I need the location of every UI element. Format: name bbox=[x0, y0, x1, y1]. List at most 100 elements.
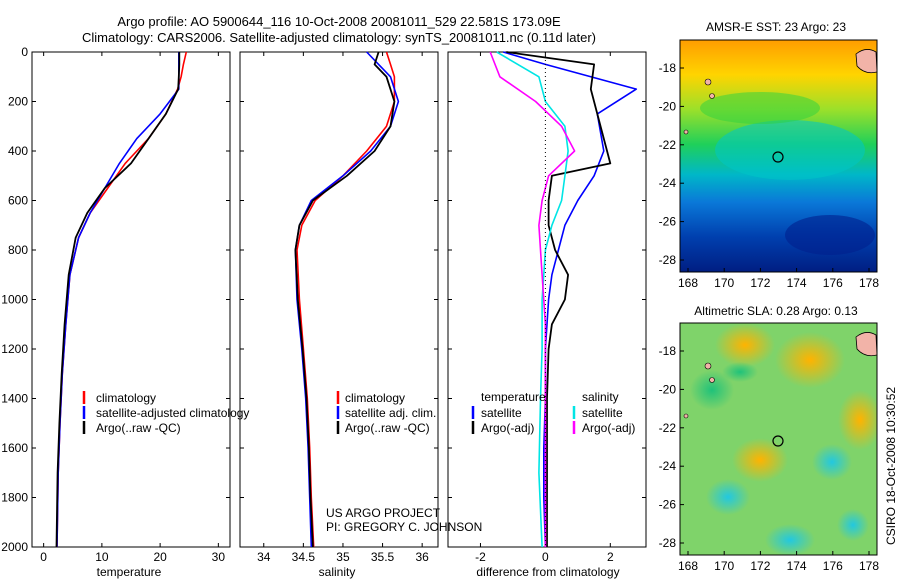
sst-map-title: AMSR-E SST: 23 Argo: 23 bbox=[706, 20, 846, 34]
legend-label-temp-argo: Argo(-adj) bbox=[481, 421, 534, 435]
map-x-tick-label: 168 bbox=[678, 276, 698, 290]
project-annotation-line2: PI: GREGORY C. JOHNSON bbox=[326, 520, 482, 534]
profile-line-satellite-adjusted-climatology bbox=[56, 52, 180, 548]
legend-header-bg bbox=[470, 388, 536, 402]
profile-line-temperature-argo-adj- bbox=[506, 51, 612, 547]
y-tick-label: 200 bbox=[8, 95, 28, 109]
map-y-tick-label: -22 bbox=[659, 421, 677, 435]
y-tick-label: 1400 bbox=[1, 392, 28, 406]
island-shape bbox=[683, 129, 689, 135]
y-tick-label: 800 bbox=[8, 243, 28, 257]
sst-deep-band bbox=[785, 215, 875, 255]
map-x-tick-label: 178 bbox=[859, 276, 879, 290]
legend-label-climatology: climatology bbox=[345, 391, 405, 405]
project-annotation-line1: US ARGO PROJECT bbox=[326, 506, 441, 520]
island-shape bbox=[855, 332, 877, 357]
x-tick-label: 0 bbox=[542, 550, 549, 564]
difference-legend: temperature salinity satellite Argo(-adj… bbox=[470, 388, 635, 435]
map-y-tick-label: -20 bbox=[659, 99, 677, 113]
legend-header-salinity: salinity bbox=[582, 390, 619, 404]
y-tick-label: 1600 bbox=[1, 441, 28, 455]
island-shape bbox=[709, 93, 715, 99]
sla-low-blob bbox=[765, 524, 815, 555]
y-tick-label: 2000 bbox=[1, 540, 28, 554]
map-y-tick-label: -24 bbox=[659, 459, 677, 473]
x-tick-label: 10 bbox=[95, 550, 109, 564]
y-tick-label: 400 bbox=[8, 144, 28, 158]
x-tick-label: 30 bbox=[212, 550, 226, 564]
profile-line-salinity-argo-adj- bbox=[489, 51, 576, 547]
island-shape bbox=[704, 362, 712, 370]
argo-position-marker bbox=[772, 435, 784, 447]
map-x-tick-label: 168 bbox=[678, 559, 698, 573]
sla-high-blob bbox=[732, 438, 788, 482]
difference-xlabel: difference from climatology bbox=[476, 565, 619, 579]
map-y-tick-label: -24 bbox=[659, 176, 677, 190]
y-tick-label: 600 bbox=[8, 194, 28, 208]
profile-line-argo-raw-qc- bbox=[294, 51, 396, 548]
island-shape bbox=[855, 49, 877, 74]
sla-map-field bbox=[680, 323, 877, 555]
y-tick-label: 0 bbox=[21, 45, 28, 59]
map-x-tick-label: 174 bbox=[787, 276, 807, 290]
salinity-xlabel: salinity bbox=[319, 565, 356, 579]
salinity-panel-frame bbox=[239, 51, 439, 548]
salinity-legend: climatology satellite adj. clim. Argo(..… bbox=[336, 391, 436, 435]
sla-map-frame bbox=[679, 322, 878, 556]
temperature-legend: climatology satellite-adjusted climatolo… bbox=[82, 391, 249, 435]
map-y-tick-label: -22 bbox=[659, 138, 677, 152]
profile-lines-layer bbox=[55, 51, 638, 548]
map-x-tick-label: 174 bbox=[787, 559, 807, 573]
legend-label-sal-satellite: satellite bbox=[582, 406, 623, 420]
profile-line-climatology bbox=[56, 51, 188, 548]
profile-line-argo-raw-qc- bbox=[55, 52, 181, 548]
sst-map-frame bbox=[679, 39, 878, 273]
y-tick-label: 1200 bbox=[1, 342, 28, 356]
temperature-xlabel: temperature bbox=[97, 565, 162, 579]
sla-high-blob bbox=[715, 323, 775, 367]
x-tick-label: 34 bbox=[257, 550, 271, 564]
profile-line-climatology bbox=[296, 51, 396, 548]
x-tick-label: 35 bbox=[336, 550, 350, 564]
legend-label-satellite: satellite-adjusted climatology bbox=[96, 406, 249, 420]
map-y-tick-label: -28 bbox=[659, 253, 677, 267]
figure-title-line1: Argo profile: AO 5900644_116 10-Oct-2008… bbox=[117, 14, 561, 29]
map-x-tick-label: 170 bbox=[714, 559, 734, 573]
map-y-tick-label: -18 bbox=[659, 61, 677, 75]
map-y-tick-label: -28 bbox=[659, 536, 677, 550]
argo-position-marker bbox=[772, 151, 784, 163]
map-y-tick-label: -26 bbox=[659, 498, 677, 512]
map-y-tick-label: -26 bbox=[659, 215, 677, 229]
axis-ticks-layer: 0 10 20 30 0 200 400 600 800 1000 1200 1400 1600 1800… bbox=[1, 45, 646, 564]
x-tick-label: 36 bbox=[415, 550, 429, 564]
x-tick-label: 20 bbox=[153, 550, 167, 564]
island-shape bbox=[704, 78, 712, 86]
legend-label-argo: Argo(..raw -QC) bbox=[96, 421, 181, 435]
legend-label-argo: Argo(..raw -QC) bbox=[345, 421, 430, 435]
sst-cyan-band bbox=[715, 120, 865, 180]
map-y-tick-label: -18 bbox=[659, 344, 677, 358]
legend-label-satellite: satellite adj. clim. bbox=[345, 406, 436, 420]
y-tick-label: 1000 bbox=[1, 293, 28, 307]
sla-map-title: Altimetric SLA: 0.28 Argo: 0.13 bbox=[694, 304, 858, 318]
sla-mid-blob bbox=[722, 362, 758, 382]
map-x-tick-label: 176 bbox=[823, 559, 843, 573]
sla-low-blob bbox=[837, 509, 869, 541]
y-tick-label: 1800 bbox=[1, 491, 28, 505]
sla-low-blob bbox=[706, 479, 750, 515]
map-x-tick-label: 172 bbox=[750, 276, 770, 290]
sla-high-blob bbox=[775, 332, 845, 388]
x-tick-label: -2 bbox=[475, 550, 486, 564]
map-x-tick-label: 170 bbox=[714, 276, 734, 290]
legend-label-temp-satellite: satellite bbox=[481, 406, 522, 420]
sla-map-ticks: 168 170 172 174 176 178 -18 -20 -22 -24 -26 -28 bbox=[659, 344, 880, 573]
temperature-panel-frame bbox=[31, 51, 231, 548]
island-shape bbox=[709, 377, 715, 383]
sla-mid-blob bbox=[690, 370, 734, 410]
sst-map-field bbox=[680, 40, 877, 272]
x-tick-label: 0 bbox=[40, 550, 47, 564]
x-tick-label: 35.5 bbox=[371, 550, 395, 564]
sla-high-blob bbox=[838, 390, 877, 450]
island-shape bbox=[683, 413, 689, 419]
